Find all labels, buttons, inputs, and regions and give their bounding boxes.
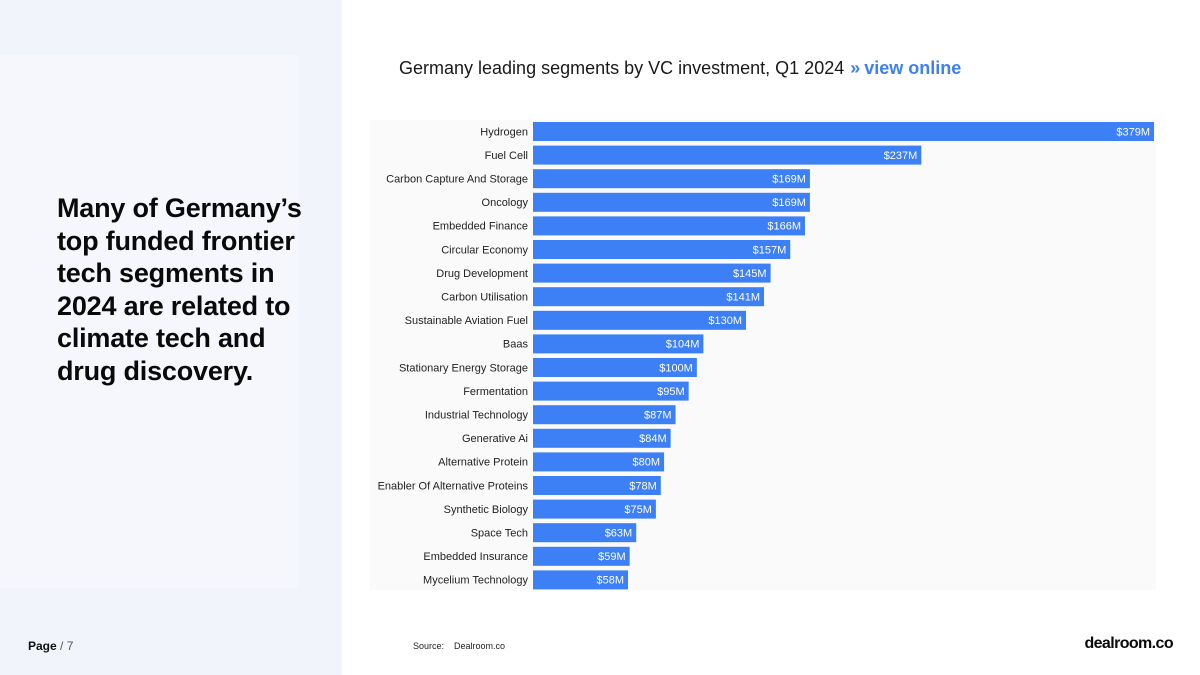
bar — [533, 570, 629, 590]
source-label: Source: — [413, 641, 445, 651]
category-label: Drug Development — [436, 268, 528, 280]
category-label: Stationary Energy Storage — [399, 362, 528, 374]
bar-value-label: $104M — [666, 339, 700, 351]
bar-value-label: $169M — [772, 174, 806, 186]
category-label: Generative Ai — [462, 433, 528, 445]
dealroom-logo: dealroom.co — [1084, 635, 1173, 652]
bar — [533, 240, 791, 259]
bar — [533, 263, 771, 283]
category-label: Enabler Of Alternative Proteins — [378, 480, 529, 492]
category-label: Industrial Technology — [425, 410, 529, 422]
bar — [533, 310, 747, 330]
bar-value-label: $58M — [597, 575, 625, 587]
page-indicator: Page / 7 — [28, 639, 73, 653]
headline: Many of Germany’s top funded frontier te… — [57, 193, 302, 386]
category-label: Carbon Utilisation — [441, 292, 528, 304]
category-label: Fermentation — [463, 386, 528, 398]
bar — [533, 523, 637, 543]
bar-value-label: $100M — [659, 362, 693, 374]
bar-value-label: $379M — [1116, 126, 1150, 138]
bar — [533, 546, 630, 566]
bar-value-label: $75M — [624, 504, 652, 516]
category-label: Space Tech — [471, 528, 528, 540]
bar-value-label: $95M — [657, 386, 685, 398]
bar-value-label: $169M — [772, 197, 806, 209]
bar — [533, 287, 765, 307]
page-label: Page — [28, 639, 57, 653]
chart-header: Germany leading segments by VC investmen… — [399, 58, 961, 82]
left-panel: Many of Germany’s top funded frontier te… — [0, 0, 342, 675]
source-note: Source: Dealroom.co — [413, 641, 505, 651]
category-label: Sustainable Aviation Fuel — [405, 315, 528, 327]
category-label: Alternative Protein — [438, 457, 528, 469]
bar-value-label: $157M — [753, 244, 787, 256]
bar — [533, 381, 689, 401]
category-label: Embedded Finance — [433, 221, 528, 233]
bar — [533, 122, 1154, 141]
bar — [533, 145, 922, 165]
category-label: Carbon Capture And Storage — [386, 174, 528, 186]
category-label: Oncology — [482, 197, 529, 209]
bar — [533, 358, 697, 377]
bar-value-label: $145M — [733, 268, 767, 280]
bar-chart: Hydrogen $379M Fuel Cell $237M Carbon Captur… — [378, 122, 1154, 590]
bar-value-label: $166M — [767, 221, 801, 233]
bar-value-label: $237M — [884, 150, 918, 162]
source-value: Dealroom.co — [454, 641, 506, 651]
category-label: Embedded Insurance — [423, 551, 528, 563]
bar-value-label: $63M — [605, 528, 633, 540]
category-label: Baas — [503, 339, 529, 351]
bar-value-label: $78M — [629, 480, 657, 492]
page-number: / 7 — [60, 639, 74, 653]
bar — [533, 452, 665, 472]
category-label: Synthetic Biology — [444, 504, 529, 516]
bar-value-label: $80M — [633, 457, 661, 469]
bar — [533, 192, 810, 212]
bar — [533, 428, 671, 448]
link-separator: » — [850, 58, 861, 78]
bar-value-label: $141M — [726, 292, 760, 304]
bar-value-label: $59M — [598, 551, 626, 563]
bar-value-label: $84M — [639, 433, 667, 445]
bar — [533, 334, 704, 354]
category-label: Circular Economy — [441, 244, 528, 256]
bar — [533, 169, 810, 189]
category-label: Mycelium Technology — [423, 575, 528, 587]
bar — [533, 476, 661, 495]
view-online-link[interactable]: view online — [864, 58, 962, 78]
bar — [533, 499, 656, 519]
bar-value-label: $87M — [644, 410, 672, 422]
category-label: Hydrogen — [480, 126, 528, 138]
bar-value-label: $130M — [708, 315, 742, 327]
bar — [533, 405, 676, 425]
bar — [533, 216, 805, 236]
category-label: Fuel Cell — [485, 150, 528, 162]
left-panel-card — [0, 55, 298, 588]
chart-title: Germany leading segments by VC investmen… — [399, 58, 845, 78]
